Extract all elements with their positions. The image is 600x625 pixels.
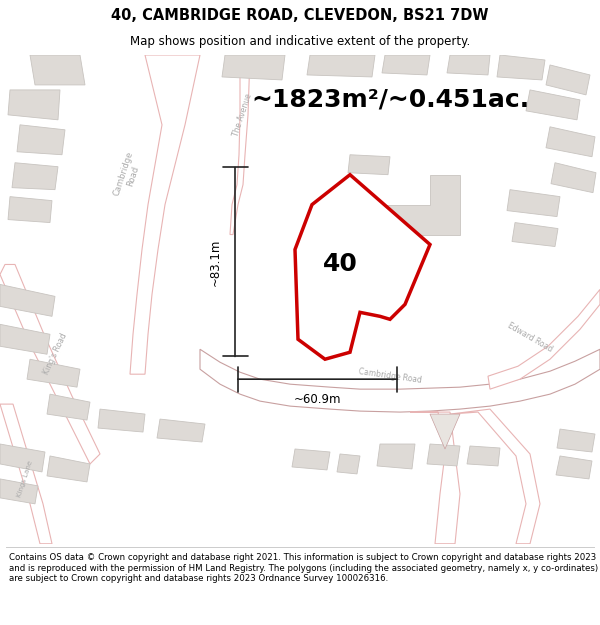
Polygon shape: [512, 222, 558, 246]
Polygon shape: [8, 90, 60, 120]
Text: ~1823m²/~0.451ac.: ~1823m²/~0.451ac.: [251, 88, 529, 112]
Polygon shape: [0, 264, 100, 464]
Text: 40, CAMBRIDGE ROAD, CLEVEDON, BS21 7DW: 40, CAMBRIDGE ROAD, CLEVEDON, BS21 7DW: [111, 8, 489, 23]
Polygon shape: [17, 125, 65, 155]
Polygon shape: [427, 444, 460, 466]
Polygon shape: [557, 429, 595, 452]
Polygon shape: [450, 409, 540, 544]
Polygon shape: [222, 55, 285, 80]
Polygon shape: [157, 419, 205, 442]
Text: Edward Road: Edward Road: [506, 321, 554, 354]
Polygon shape: [0, 444, 45, 472]
Text: The Avenue: The Avenue: [232, 92, 254, 138]
Polygon shape: [292, 449, 330, 470]
Polygon shape: [230, 55, 250, 234]
Polygon shape: [0, 404, 52, 544]
Text: King's Road: King's Road: [41, 332, 68, 376]
Polygon shape: [546, 65, 590, 95]
Polygon shape: [27, 359, 80, 387]
Polygon shape: [348, 155, 390, 175]
Polygon shape: [380, 175, 460, 234]
Text: 40: 40: [323, 253, 358, 276]
Polygon shape: [447, 55, 490, 75]
Text: Cambridge Road: Cambridge Road: [358, 368, 422, 385]
Polygon shape: [295, 175, 430, 359]
Text: ~60.9m: ~60.9m: [294, 392, 341, 406]
Polygon shape: [200, 349, 600, 412]
Polygon shape: [130, 55, 200, 374]
Polygon shape: [0, 284, 55, 316]
Polygon shape: [30, 55, 85, 85]
Polygon shape: [410, 412, 460, 544]
Polygon shape: [430, 414, 460, 449]
Polygon shape: [556, 456, 592, 479]
Text: Kings Lane: Kings Lane: [16, 460, 34, 498]
Text: Contains OS data © Crown copyright and database right 2021. This information is : Contains OS data © Crown copyright and d…: [9, 554, 598, 583]
Polygon shape: [526, 90, 580, 120]
Polygon shape: [382, 55, 430, 75]
Polygon shape: [98, 409, 145, 432]
Text: Map shows position and indicative extent of the property.: Map shows position and indicative extent…: [130, 35, 470, 48]
Text: Cambridge
Road: Cambridge Road: [112, 149, 145, 200]
Polygon shape: [488, 289, 600, 389]
Polygon shape: [0, 324, 50, 354]
Polygon shape: [467, 446, 500, 466]
Polygon shape: [507, 189, 560, 217]
Polygon shape: [47, 456, 90, 482]
Polygon shape: [307, 55, 375, 77]
Polygon shape: [0, 479, 38, 504]
Polygon shape: [377, 444, 415, 469]
Polygon shape: [47, 394, 90, 420]
Polygon shape: [337, 454, 360, 474]
Polygon shape: [497, 55, 545, 80]
Polygon shape: [546, 127, 595, 157]
Polygon shape: [8, 197, 52, 222]
Polygon shape: [551, 162, 596, 192]
Polygon shape: [12, 162, 58, 189]
Text: ~83.1m: ~83.1m: [209, 238, 221, 286]
